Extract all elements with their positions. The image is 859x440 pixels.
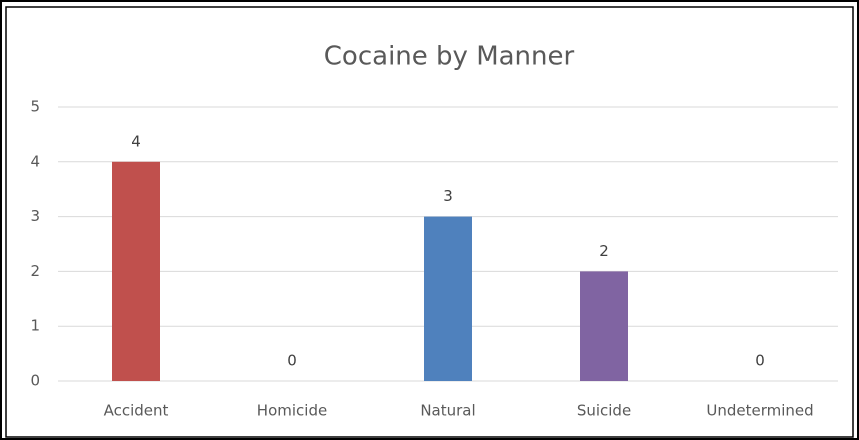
data-label: 0	[755, 352, 765, 370]
y-tick-label: 0	[30, 372, 40, 390]
data-label: 4	[131, 132, 141, 150]
data-label: 3	[443, 187, 453, 205]
bar	[112, 161, 160, 381]
x-tick-label: Accident	[104, 402, 169, 420]
chart-title: Cocaine by Manner	[324, 42, 575, 72]
x-tick-label: Homicide	[257, 402, 327, 420]
y-tick-label: 5	[30, 98, 40, 116]
y-tick-label: 4	[30, 152, 40, 170]
data-label: 0	[287, 352, 297, 370]
bar	[424, 216, 472, 381]
y-tick-label: 2	[30, 262, 40, 280]
data-label: 2	[599, 242, 609, 260]
bar	[580, 271, 628, 381]
y-tick-label: 1	[30, 317, 40, 335]
y-tick-label: 3	[30, 207, 40, 225]
chart-frame	[5, 6, 854, 438]
x-tick-label: Natural	[420, 402, 475, 420]
x-tick-label: Undetermined	[706, 402, 813, 420]
x-tick-label: Suicide	[577, 402, 631, 420]
